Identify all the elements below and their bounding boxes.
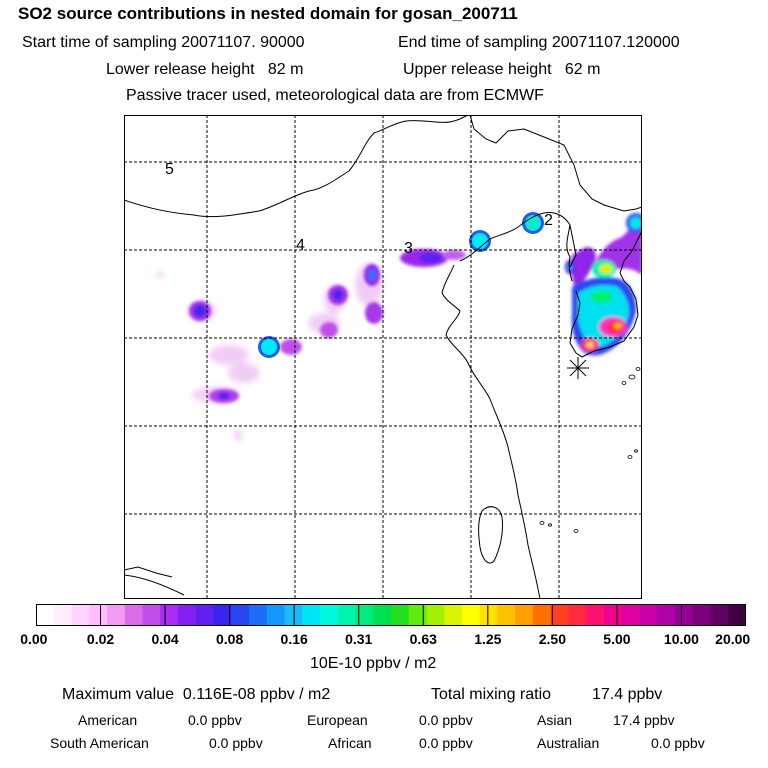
color-bar-cell xyxy=(426,604,445,626)
region-value-american: 0.0 ppbv xyxy=(188,712,242,728)
plume-field xyxy=(156,212,642,441)
region-value-european: 0.0 ppbv xyxy=(419,712,473,728)
region-name-american: American xyxy=(78,712,138,728)
region-name-european: European xyxy=(307,712,368,728)
color-bar-cell xyxy=(710,604,729,626)
color-bar-cell xyxy=(337,604,356,626)
color-bar-tick-label: 0.04 xyxy=(151,631,179,647)
color-bar-cell xyxy=(284,604,303,626)
color-bar-cell xyxy=(213,604,232,626)
color-bar xyxy=(36,604,746,626)
color-bar-tick-label: 0.31 xyxy=(345,631,373,647)
region-value-australian: 0.0 ppbv xyxy=(651,735,705,751)
end-time: End time of sampling 20071107.120000 xyxy=(398,34,680,52)
total-mixing-label: Total mixing ratio xyxy=(431,686,552,703)
color-bar-cell xyxy=(249,604,268,626)
region-label-2: 2 xyxy=(544,212,553,229)
color-bar-cell xyxy=(515,604,534,626)
color-bar-cell xyxy=(586,604,605,626)
color-bar-cell xyxy=(195,604,214,626)
color-bar-cell xyxy=(568,604,587,626)
receptor-star-icon xyxy=(567,357,589,379)
color-bar-tick-label: 1.25 xyxy=(474,631,502,647)
start-time-label: Start time of sampling xyxy=(22,34,177,51)
color-bar-tick-label: 0.00 xyxy=(20,631,48,647)
color-bar-tick-label: 0.08 xyxy=(216,631,244,647)
start-time-value: 20071107. 90000 xyxy=(181,34,305,51)
color-bar-cell xyxy=(497,604,516,626)
region-value-south-american: 0.0 ppbv xyxy=(209,735,263,751)
max-value-label: Maximum value xyxy=(62,686,175,703)
lower-release-height: Lower release height 82 m xyxy=(106,61,303,79)
lower-height-label: Lower release height xyxy=(106,61,255,78)
color-bar-unit: 10E-10 ppbv / m2 xyxy=(310,655,437,672)
color-bar-cell xyxy=(533,604,552,626)
color-bar-tick-label: 0.02 xyxy=(86,631,115,647)
max-value: Maximum value 0.116E-08 ppbv / m2 xyxy=(62,686,330,704)
upper-height-value: 62 m xyxy=(564,61,601,78)
color-bar-cell xyxy=(444,604,463,626)
color-bar-cell xyxy=(692,604,711,626)
color-bar-cell xyxy=(657,604,676,626)
color-bar-cell xyxy=(320,604,339,626)
color-bar-cell xyxy=(71,604,90,626)
color-bar-cell xyxy=(675,604,694,626)
color-bar-cell xyxy=(639,604,658,626)
total-mixing-ratio: Total mixing ratio xyxy=(431,686,551,704)
color-bar-tick-label: 5.00 xyxy=(603,631,631,647)
taiwan-coastline xyxy=(478,506,503,564)
color-bar-cell xyxy=(89,604,108,626)
lat-lon-grid xyxy=(124,115,642,599)
region-label-3: 3 xyxy=(404,240,413,257)
color-bar-cell xyxy=(53,604,72,626)
region-value-asian: 17.4 ppbv xyxy=(613,712,675,728)
color-bar-cell xyxy=(160,604,179,626)
color-bar-cell xyxy=(728,604,746,626)
color-bar-cell xyxy=(408,604,427,626)
max-value-number: 0.116E-08 ppbv / m2 xyxy=(182,686,331,703)
concentration-map: 5 4 3 2 xyxy=(124,115,642,599)
region-name-south-american: South American xyxy=(50,735,149,751)
total-mixing-value: 17.4 ppbv xyxy=(592,686,663,703)
color-bar-cell xyxy=(266,604,285,626)
color-bar-tick-label: 2.50 xyxy=(538,631,566,647)
color-bar-cell xyxy=(621,604,640,626)
color-bar-tick-label: 0.16 xyxy=(280,631,308,647)
upper-release-height: Upper release height 62 m xyxy=(403,61,600,79)
end-time-value: 20071107.120000 xyxy=(551,34,680,51)
region-name-asian: Asian xyxy=(537,712,573,728)
region-value-african: 0.0 ppbv xyxy=(419,735,473,751)
color-bar-cell xyxy=(479,604,498,626)
end-time-label: End time of sampling xyxy=(398,34,548,51)
color-bar-cell xyxy=(231,604,250,626)
color-bar-cell xyxy=(178,604,197,626)
color-bar-frame xyxy=(36,604,746,626)
region-label-4: 4 xyxy=(296,237,305,254)
color-bar-cell xyxy=(142,604,161,626)
color-bar-cell xyxy=(302,604,321,626)
start-time: Start time of sampling 20071107. 90000 xyxy=(22,34,305,52)
color-bar-cell xyxy=(550,604,569,626)
color-bar-cell xyxy=(355,604,374,626)
color-bar-cell xyxy=(373,604,392,626)
upper-height-label: Upper release height xyxy=(403,61,552,78)
color-bar-tick-label: 20.00 xyxy=(715,631,751,647)
map-title: SO2 source contributions in nested domai… xyxy=(18,4,518,23)
lower-height-value: 82 m xyxy=(267,61,304,78)
color-bar-tick-label: 0.63 xyxy=(409,631,437,647)
color-bar-cell xyxy=(462,604,481,626)
color-bar-cell xyxy=(107,604,126,626)
coastlines xyxy=(124,115,642,599)
tracer-note: Passive tracer used, meteorological data… xyxy=(126,87,544,104)
color-bar-cell xyxy=(604,604,623,626)
color-bar-tick-label: 10.00 xyxy=(663,631,699,647)
region-name-african: African xyxy=(328,735,372,751)
color-bar-cell xyxy=(36,604,55,626)
islands xyxy=(539,367,641,533)
color-bar-cell xyxy=(124,604,143,626)
region-label-5: 5 xyxy=(165,161,174,178)
region-name-australian: Australian xyxy=(537,735,600,751)
map-frame xyxy=(124,115,642,599)
color-bar-cell xyxy=(391,604,410,626)
